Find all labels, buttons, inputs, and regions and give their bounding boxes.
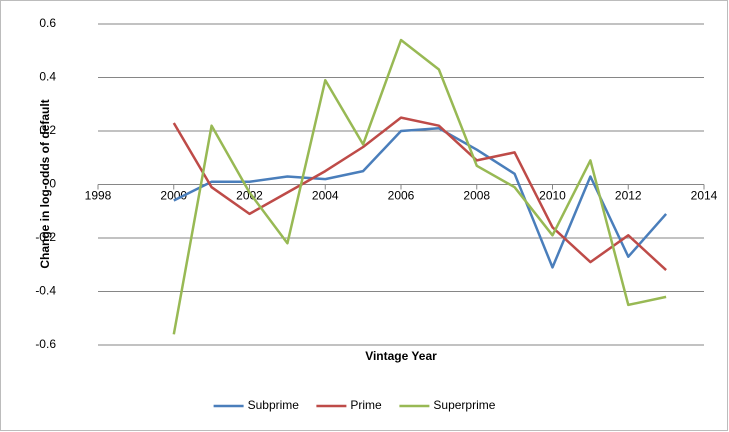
series-line xyxy=(173,127,668,269)
y-tick-label: -0.4 xyxy=(35,284,56,298)
y-tick-label: 0.2 xyxy=(39,123,56,137)
x-tick-label: 1998 xyxy=(85,189,112,203)
x-tick-label: 2014 xyxy=(691,189,718,203)
x-tick-label: 2000 xyxy=(160,189,187,203)
x-tick-label: 2010 xyxy=(539,189,566,203)
y-tick-label: 0 xyxy=(49,177,56,191)
legend-label: Prime xyxy=(350,398,382,412)
x-tick-label: 2002 xyxy=(236,189,263,203)
legend-label: Subprime xyxy=(248,398,300,412)
y-tick-label: 0.4 xyxy=(39,70,56,84)
series-line xyxy=(172,38,667,335)
x-tick-label: 2004 xyxy=(312,189,339,203)
legend-label: Superprime xyxy=(433,398,495,412)
x-axis-title: Vintage Year xyxy=(365,349,437,363)
x-tick-label: 2008 xyxy=(463,189,490,203)
y-tick-label: 0.6 xyxy=(39,16,56,30)
series-line xyxy=(172,116,667,272)
y-tick-label: -0.6 xyxy=(35,337,56,351)
y-tick-label: -0.2 xyxy=(35,230,56,244)
x-tick-label: 2006 xyxy=(388,189,415,203)
x-tick-label: 2012 xyxy=(615,189,642,203)
y-axis-title: Change in log-odds of default xyxy=(38,99,52,268)
